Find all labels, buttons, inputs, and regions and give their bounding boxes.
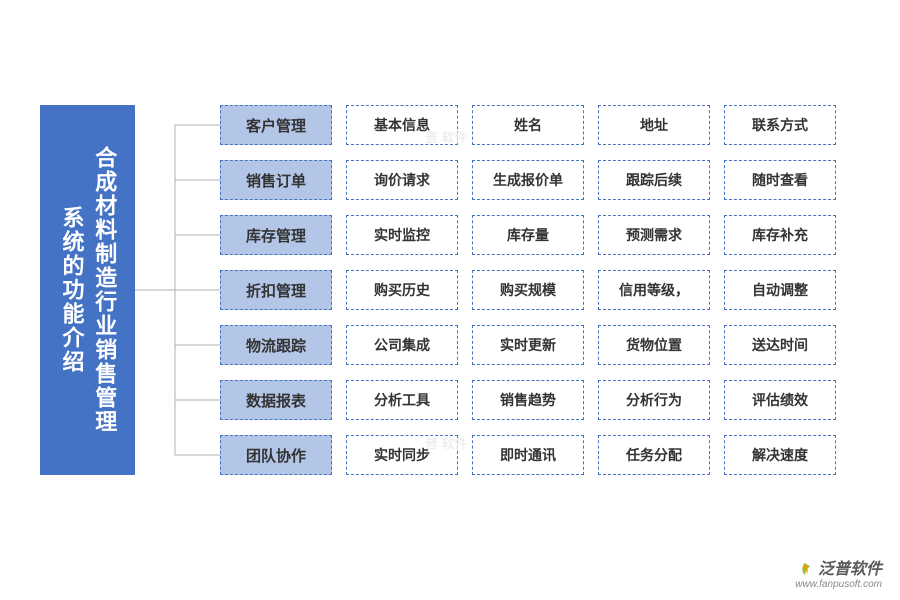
root-line1: 合成材料制造行业销售管理	[89, 146, 120, 434]
leaf-node: 姓名	[472, 105, 584, 145]
footer-url: www.fanpusoft.com	[795, 579, 882, 590]
row: 库存管理实时监控库存量预测需求库存补充	[220, 215, 870, 255]
leaf-node: 自动调整	[724, 270, 836, 310]
leaf-node: 询价请求	[346, 160, 458, 200]
category-node: 团队协作	[220, 435, 332, 475]
row: 数据报表分析工具销售趋势分析行为评估绩效	[220, 380, 870, 420]
leaf-node: 分析行为	[598, 380, 710, 420]
row: 团队协作实时同步即时通讯任务分配解决速度	[220, 435, 870, 475]
leaf-node: 生成报价单	[472, 160, 584, 200]
category-node: 销售订单	[220, 160, 332, 200]
leaf-node: 跟踪后续	[598, 160, 710, 200]
leaf-node: 联系方式	[724, 105, 836, 145]
footer-logo: 泛普软件 www.fanpusoft.com	[795, 561, 882, 590]
category-node: 折扣管理	[220, 270, 332, 310]
leaf-node: 购买规模	[472, 270, 584, 310]
category-node: 库存管理	[220, 215, 332, 255]
root-node: 系统的功能介绍 合成材料制造行业销售管理	[40, 105, 135, 475]
row: 折扣管理购买历史购买规模信用等级， 自动调整	[220, 270, 870, 310]
leaf-node: 库存量	[472, 215, 584, 255]
leaf-node: 实时更新	[472, 325, 584, 365]
category-node: 数据报表	[220, 380, 332, 420]
leaf-node: 货物位置	[598, 325, 710, 365]
row: 销售订单询价请求生成报价单跟踪后续随时查看	[220, 160, 870, 200]
tree-diagram: 系统的功能介绍 合成材料制造行业销售管理 客户管理基本信息姓名地址联系方式销售订…	[40, 105, 870, 495]
category-node: 物流跟踪	[220, 325, 332, 365]
footer-brand: 泛普软件	[818, 561, 882, 579]
leaf-node: 预测需求	[598, 215, 710, 255]
leaf-node: 评估绩效	[724, 380, 836, 420]
leaf-node: 随时查看	[724, 160, 836, 200]
leaf-node: 信用等级，	[598, 270, 710, 310]
leaf-node: 分析工具	[346, 380, 458, 420]
leaf-node: 任务分配	[598, 435, 710, 475]
connector-lines	[135, 105, 220, 475]
row: 客户管理基本信息姓名地址联系方式	[220, 105, 870, 145]
rows-container: 客户管理基本信息姓名地址联系方式销售订单询价请求生成报价单跟踪后续随时查看库存管…	[220, 105, 870, 490]
row: 物流跟踪公司集成实时更新货物位置送达时间	[220, 325, 870, 365]
leaf-node: 基本信息	[346, 105, 458, 145]
root-line2: 系统的功能介绍	[56, 206, 87, 374]
category-node: 客户管理	[220, 105, 332, 145]
leaf-node: 实时同步	[346, 435, 458, 475]
leaf-node: 即时通讯	[472, 435, 584, 475]
leaf-node: 地址	[598, 105, 710, 145]
leaf-node: 销售趋势	[472, 380, 584, 420]
leaf-node: 公司集成	[346, 325, 458, 365]
leaf-node: 实时监控	[346, 215, 458, 255]
leaf-node: 购买历史	[346, 270, 458, 310]
leaf-node: 解决速度	[724, 435, 836, 475]
leaf-node: 送达时间	[724, 325, 836, 365]
leaf-icon	[796, 561, 814, 579]
leaf-node: 库存补充	[724, 215, 836, 255]
